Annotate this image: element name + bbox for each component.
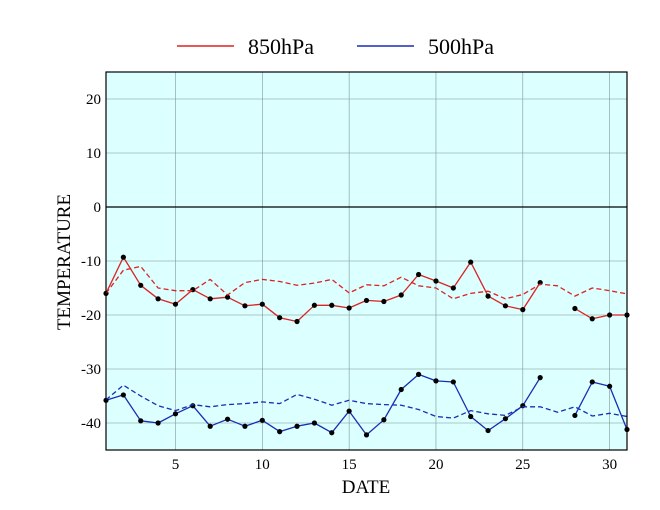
data-point [398,292,404,298]
data-point [485,427,491,434]
data-point [120,254,126,260]
data-point [520,403,526,409]
series-line [105,373,541,436]
data-point [138,418,144,424]
legend-label-850hpa: 850hPa [248,34,314,59]
x-tick-labels: 5 10 15 20 25 30 [172,457,617,473]
y-tick-label: -40 [81,416,101,432]
series-line [574,381,628,430]
data-point [502,303,509,309]
data-point [381,298,387,305]
data-point [502,416,509,422]
data-point [207,296,213,302]
data-point [450,285,456,291]
data-point [259,301,265,307]
data-point [346,305,352,311]
data-point [572,412,578,419]
data-point [172,411,179,417]
data-point [468,259,474,265]
series-line [105,256,541,323]
data-point [311,302,317,308]
y-tick-label: 0 [94,200,102,216]
data-point [138,282,144,288]
series-line [105,384,628,419]
data-point [311,420,317,426]
data-point [468,413,474,420]
data-point [607,383,613,389]
data-point [224,294,231,300]
data-point [537,375,543,381]
data-point [346,408,352,414]
series-line [105,265,628,300]
data-point [294,318,300,325]
data-point [485,293,491,299]
data-point [155,420,161,426]
data-point [363,297,370,304]
data-point [589,316,595,322]
data-point [190,287,196,293]
data-point [120,392,126,398]
data-point [207,423,213,429]
series-1 [105,265,628,300]
x-tick-label: 10 [255,457,270,473]
y-tick-label: -30 [81,362,101,378]
y-tick-label: -10 [81,254,101,270]
x-tick-label: 30 [602,457,617,473]
data-point [416,371,422,377]
data-point [242,423,248,429]
data-point [607,312,613,318]
legend: 850hPa 500hPa [177,34,494,59]
data-point [172,301,179,307]
data-point [589,379,595,385]
data-point [381,417,387,423]
data-point [155,296,161,302]
data-point [572,305,578,312]
data-point [520,307,526,313]
series-0 [103,254,630,325]
y-tick-label: 20 [86,92,101,108]
x-tick-label: 5 [172,457,180,473]
data-point [259,417,265,423]
y-tick-label: -20 [81,308,101,324]
y-tick-labels: -40 -30 -20 -10 0 10 20 [81,92,101,432]
series-group [103,254,630,438]
data-point [363,432,370,438]
data-point [433,378,439,384]
data-point [398,386,404,393]
x-axis-label: DATE [342,477,391,498]
y-tick-label: 10 [86,146,101,162]
grid [106,72,627,450]
y-axis-label: TEMPERATURE [54,194,75,330]
data-point [329,430,335,436]
data-point [242,303,248,309]
data-point [433,278,439,284]
data-point [450,379,456,385]
data-point [329,302,335,308]
legend-label-500hpa: 500hPa [428,34,494,59]
series-3 [105,384,628,419]
data-point [224,416,231,422]
x-tick-label: 15 [342,457,357,473]
data-point [277,315,283,321]
plot-frame [105,71,628,451]
x-tick-label: 20 [428,457,443,473]
data-point [416,271,422,278]
data-point [294,423,300,429]
data-point [277,429,283,435]
x-tick-label: 25 [515,457,530,473]
series-line [574,307,627,320]
